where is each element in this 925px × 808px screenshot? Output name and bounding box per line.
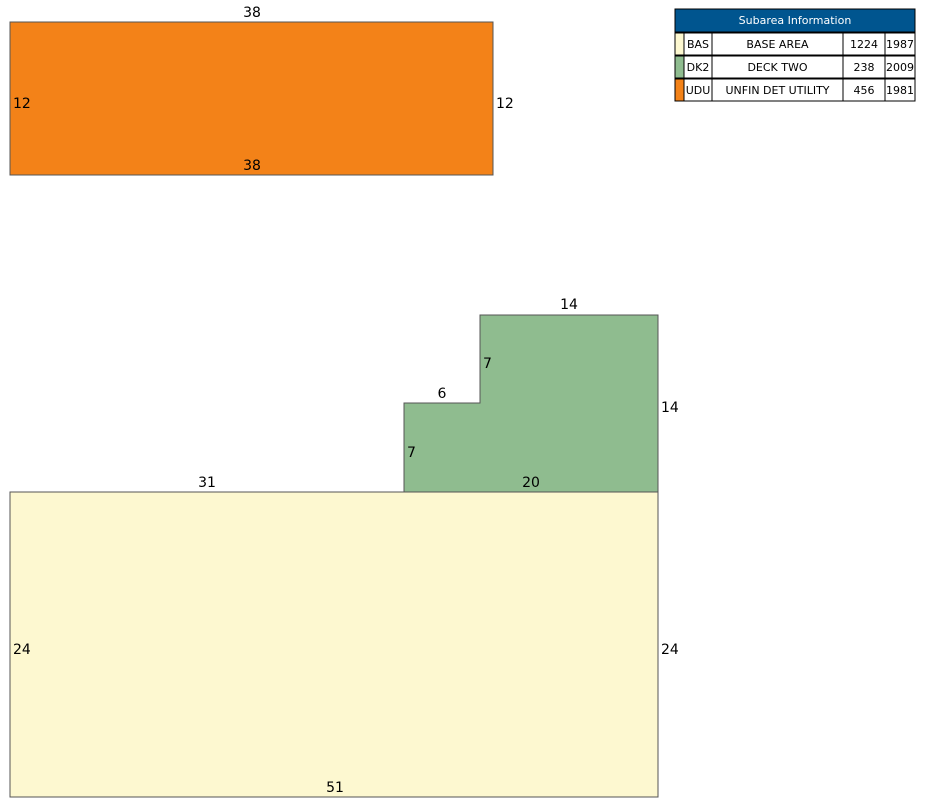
color-swatch — [674, 32, 685, 56]
dimension: 6 — [438, 386, 447, 402]
table-title: Subarea Information — [739, 14, 852, 27]
table-cell — [884, 32, 916, 56]
dimension: 12 — [496, 96, 514, 112]
year-cell: 2009 — [886, 61, 914, 74]
year-cell: 1981 — [886, 84, 914, 97]
dimension: 38 — [243, 158, 261, 174]
code-cell: BAS — [687, 38, 709, 51]
bas-shape — [9, 491, 659, 798]
area-cell: 456 — [854, 84, 875, 97]
area-cell: 238 — [854, 61, 875, 74]
dimension: 7 — [407, 445, 416, 461]
table-cell — [884, 55, 916, 79]
table-header — [674, 8, 916, 33]
description-cell: DECK TWO — [747, 61, 807, 74]
year-cell: 1987 — [886, 38, 914, 51]
dimension: 24 — [661, 642, 679, 658]
dimension: 38 — [243, 5, 261, 21]
description-cell: BASE AREA — [746, 38, 809, 51]
description-cell: UNFIN DET UTILITY — [725, 84, 829, 97]
udu-shape — [9, 21, 494, 176]
dimension: 20 — [522, 475, 540, 491]
dimension: 7 — [483, 356, 492, 372]
dimension: 31 — [198, 475, 216, 491]
code-cell: UDU — [686, 84, 711, 97]
area-cell: 1224 — [850, 38, 878, 51]
dimension: 12 — [13, 96, 31, 112]
dk2-shape — [403, 314, 659, 493]
dimension: 14 — [661, 400, 679, 416]
dimension: 51 — [326, 780, 344, 796]
subarea-table: Subarea Information BAS BASE AREA 1224 1987… — [674, 8, 916, 102]
dimension: 24 — [13, 642, 31, 658]
color-swatch — [674, 55, 685, 79]
table-cell — [884, 78, 916, 102]
code-cell: DK2 — [687, 61, 710, 74]
dimension: 14 — [560, 297, 578, 313]
color-swatch — [674, 78, 685, 102]
